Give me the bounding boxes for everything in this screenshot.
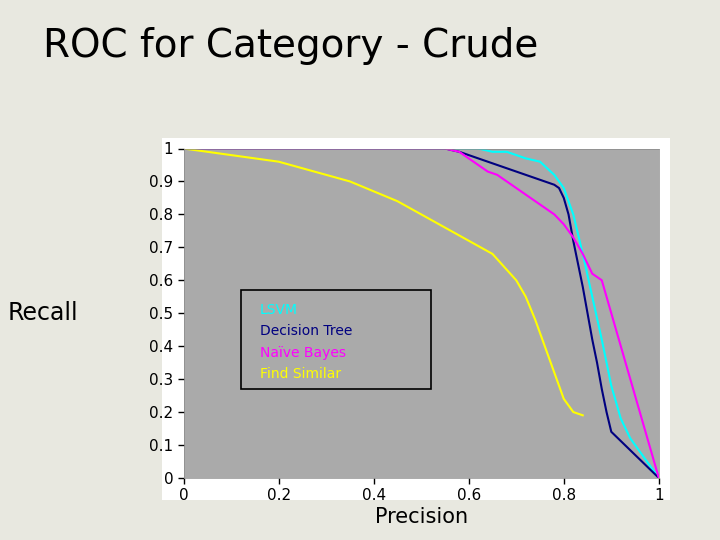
Text: Decision Tree: Decision Tree (260, 325, 352, 339)
Text: Recall: Recall (8, 301, 78, 325)
Text: Find Similar: Find Similar (260, 367, 341, 381)
Text: ROC for Category - Crude: ROC for Category - Crude (43, 27, 539, 65)
FancyBboxPatch shape (240, 290, 431, 389)
Text: Naïve Bayes: Naïve Bayes (260, 346, 346, 360)
X-axis label: Precision: Precision (374, 508, 468, 528)
Text: LSVM: LSVM (260, 303, 297, 317)
